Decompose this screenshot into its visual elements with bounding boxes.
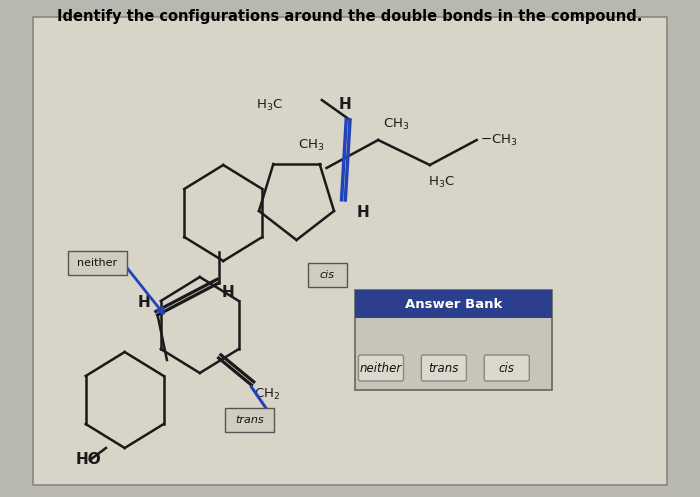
FancyBboxPatch shape [69,251,127,275]
Text: H: H [356,205,370,220]
Text: H: H [339,97,351,112]
Text: neither: neither [78,258,118,268]
Text: cis: cis [320,270,335,280]
Text: HO: HO [76,452,101,468]
Text: H: H [221,285,234,300]
Text: $-\mathrm{CH_3}$: $-\mathrm{CH_3}$ [480,132,517,148]
Text: H: H [137,295,150,310]
Text: cis: cis [499,361,514,375]
Bar [355,290,552,318]
FancyBboxPatch shape [308,263,347,287]
Text: $\mathrm{CH_3}$: $\mathrm{CH_3}$ [383,117,410,132]
Text: $\mathrm{H_3C}$: $\mathrm{H_3C}$ [428,175,455,190]
Text: trans: trans [235,415,264,425]
Text: $\mathrm{H_3C}$: $\mathrm{H_3C}$ [256,97,282,112]
Text: Answer Bank: Answer Bank [405,298,502,311]
Text: $\mathrm{CH_3}$: $\mathrm{CH_3}$ [298,138,325,153]
FancyBboxPatch shape [358,355,403,381]
Text: neither: neither [360,361,402,375]
FancyBboxPatch shape [225,408,274,432]
FancyBboxPatch shape [484,355,529,381]
FancyBboxPatch shape [421,355,466,381]
Bar [355,290,552,390]
Text: $\mathrm{CH_2}$: $\mathrm{CH_2}$ [254,387,281,402]
Text: trans: trans [428,361,459,375]
Text: Identify the configurations around the double bonds in the compound.: Identify the configurations around the d… [57,9,643,24]
